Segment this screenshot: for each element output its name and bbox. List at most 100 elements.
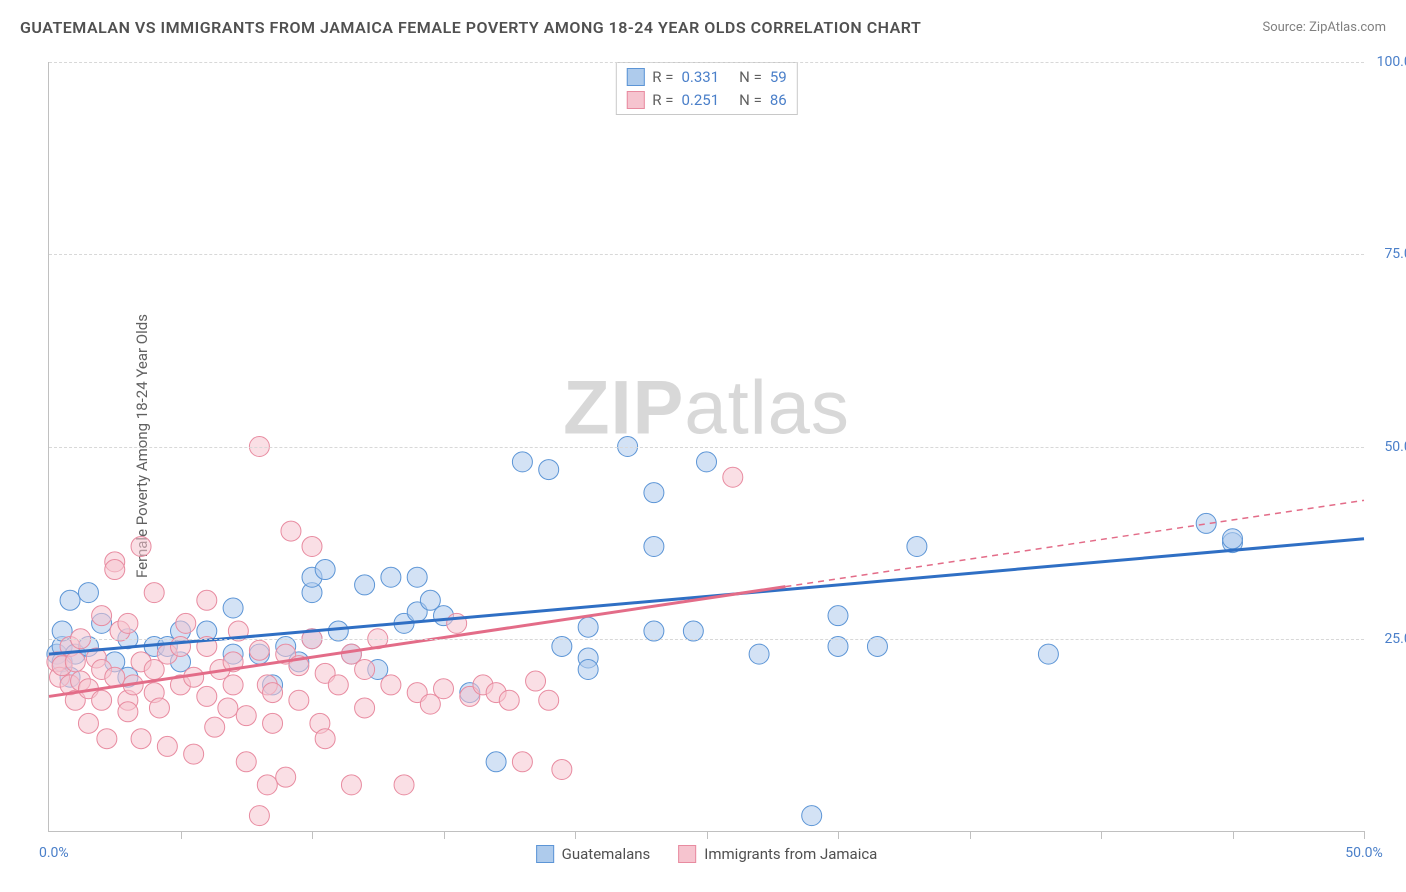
trend-line [49,539,1364,654]
scatter-point [157,736,177,756]
scatter-point [749,644,769,664]
scatter-point [315,560,335,580]
legend-item: Guatemalans [536,845,651,863]
x-tick [312,831,313,839]
scatter-point [328,675,348,695]
correlation-legend: R =0.331N =59R =0.251N =86 [615,62,797,115]
scatter-point [355,575,375,595]
scatter-point [236,752,256,772]
grid-line [49,639,1364,640]
scatter-point [218,698,238,718]
scatter-point [539,690,559,710]
scatter-point [118,613,138,633]
scatter-point [65,652,85,672]
scatter-point [205,717,225,737]
x-tick [707,831,708,839]
legend-swatch [678,845,696,863]
scatter-point [499,690,519,710]
scatter-point [197,590,217,610]
source-attribution: Source: ZipAtlas.com [1262,20,1386,35]
scatter-point [697,452,717,472]
series-legend: Guatemalans Immigrants from Jamaica [536,845,878,863]
scatter-point [276,767,296,787]
legend-swatch [626,91,644,109]
legend-swatch [626,68,644,86]
scatter-point [78,583,98,603]
scatter-point [302,536,322,556]
legend-label: Immigrants from Jamaica [704,845,877,863]
scatter-point [149,698,169,718]
stat-n-value: 59 [770,66,787,89]
scatter-point [315,729,335,749]
scatter-point [512,752,532,772]
scatter-point [118,702,138,722]
stat-n-label: N = [739,66,762,89]
x-tick [575,831,576,839]
scatter-point [802,806,822,826]
grid-line [49,62,1364,63]
stat-r-label: R = [652,89,673,112]
x-tick-label: 50.0% [1345,845,1383,861]
scatter-point [355,698,375,718]
scatter-point [249,806,269,826]
scatter-point [644,536,664,556]
x-origin-label: 0.0% [39,845,69,861]
scatter-point [144,583,164,603]
scatter-point [97,729,117,749]
legend-swatch [536,845,554,863]
x-tick [970,831,971,839]
scatter-point [257,775,277,795]
scatter-point [644,483,664,503]
scatter-point [263,683,283,703]
scatter-point [92,690,112,710]
scatter-point [92,606,112,626]
stat-r-label: R = [652,66,673,89]
scatter-plot: ZIPatlas R =0.331N =59R =0.251N =86 0.0%… [48,62,1364,832]
scatter-point [249,640,269,660]
scatter-point [381,567,401,587]
legend-label: Guatemalans [562,845,651,863]
grid-line [49,254,1364,255]
scatter-point [263,713,283,733]
scatter-point [105,560,125,580]
scatter-point [407,567,427,587]
scatter-point [131,536,151,556]
x-tick [1101,831,1102,839]
scatter-point [578,660,598,680]
scatter-point [381,675,401,695]
scatter-point [60,590,80,610]
y-tick-label: 100.0% [1377,54,1406,70]
scatter-point [578,617,598,637]
scatter-point [486,752,506,772]
scatter-point [341,775,361,795]
y-tick-label: 50.0% [1384,439,1406,455]
scatter-point [526,671,546,691]
scatter-point [434,679,454,699]
scatter-point [197,686,217,706]
x-tick [444,831,445,839]
chart-title: GUATEMALAN VS IMMIGRANTS FROM JAMAICA FE… [20,18,921,37]
scatter-point [512,452,532,472]
grid-line [49,447,1364,448]
scatter-point [907,536,927,556]
scatter-point [355,660,375,680]
y-tick-label: 25.0% [1384,631,1406,647]
stat-r-value: 0.331 [681,66,719,89]
stat-n-label: N = [739,89,762,112]
stat-n-value: 86 [770,89,787,112]
scatter-point [394,775,414,795]
scatter-point [236,706,256,726]
x-tick [181,831,182,839]
scatter-point [1223,529,1243,549]
legend-item: Immigrants from Jamaica [678,845,877,863]
scatter-point [131,729,151,749]
scatter-point [539,460,559,480]
scatter-point [176,613,196,633]
scatter-point [289,690,309,710]
x-tick [1233,831,1234,839]
x-tick [1364,831,1365,839]
legend-stat-row: R =0.251N =86 [626,89,786,112]
scatter-point [223,675,243,695]
scatter-point [552,759,572,779]
scatter-point [78,713,98,733]
